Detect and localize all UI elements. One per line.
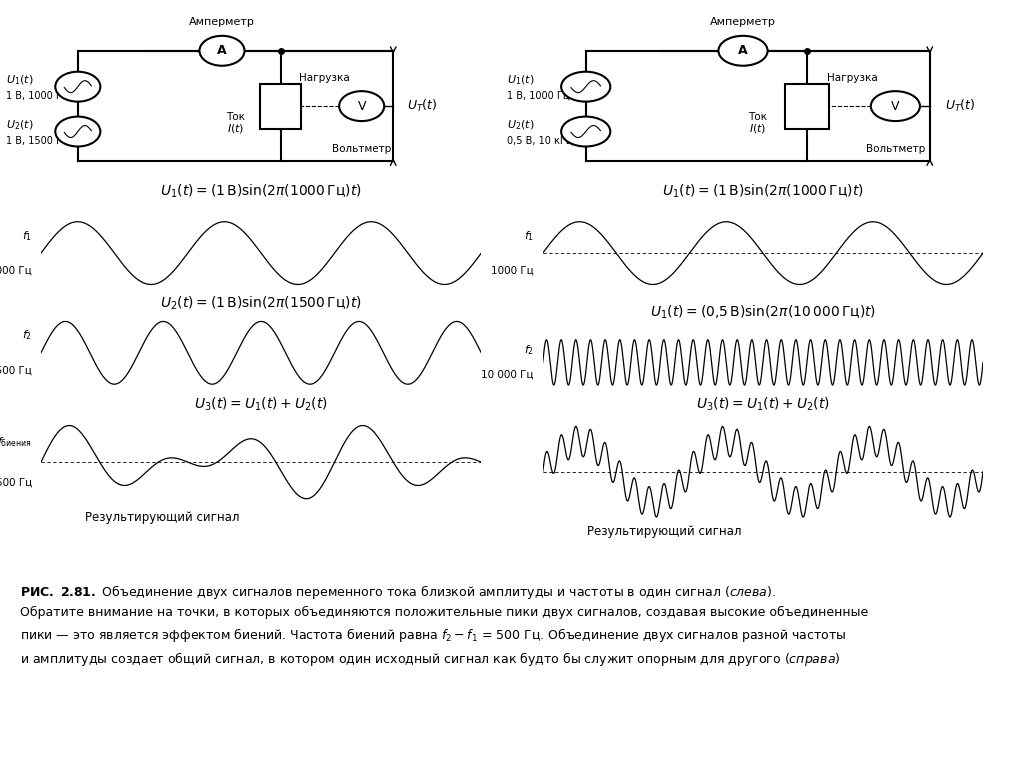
Text: 1 В, 1500 Гц: 1 В, 1500 Гц [6, 136, 69, 146]
Text: 10 000 Гц: 10 000 Гц [481, 370, 534, 380]
Text: 1000 Гц: 1000 Гц [492, 265, 534, 275]
Bar [784, 84, 829, 129]
Text: V: V [891, 100, 900, 113]
Text: $U_1(t)$: $U_1(t)$ [6, 74, 33, 87]
Circle shape [200, 36, 245, 66]
Text: $U_1(t) = (0{,}5\,\mathrm{В})\sin(2\pi(10\,000\,\mathrm{Гц})t)$: $U_1(t) = (0{,}5\,\mathrm{В})\sin(2\pi(1… [650, 304, 876, 321]
Text: $f_2$: $f_2$ [524, 343, 534, 357]
Text: Ток: Ток [226, 111, 245, 122]
Circle shape [339, 91, 384, 121]
Text: 1500 Гц: 1500 Гц [0, 365, 32, 375]
Text: $U_1(t) = (1\,\mathrm{В})\sin(2\pi(1000\,\mathrm{Гц})t)$: $U_1(t) = (1\,\mathrm{В})\sin(2\pi(1000\… [662, 183, 864, 200]
Text: Результирующий сигнал: Результирующий сигнал [85, 512, 240, 524]
Text: А: А [738, 44, 748, 58]
Text: 1 В, 1000 Гц: 1 В, 1000 Гц [6, 91, 69, 100]
Text: $U_1(t)$: $U_1(t)$ [507, 74, 535, 87]
Text: $U_T(t)$: $U_T(t)$ [944, 98, 975, 114]
Text: 0,5 В, 10 кГц: 0,5 В, 10 кГц [507, 136, 572, 146]
Circle shape [561, 117, 610, 146]
Text: 1000 Гц: 1000 Гц [0, 265, 32, 275]
Text: $U_3(t) = U_1(t) + U_2(t)$: $U_3(t) = U_1(t) + U_2(t)$ [696, 396, 829, 413]
Text: Вольтметр: Вольтметр [332, 144, 391, 154]
Text: $I(t)$: $I(t)$ [749, 122, 767, 135]
Text: $U_2(t) = (1\,\mathrm{В})\sin(2\pi(1500\,\mathrm{Гц})t)$: $U_2(t) = (1\,\mathrm{В})\sin(2\pi(1500\… [160, 295, 362, 311]
Text: V: V [357, 100, 366, 113]
Circle shape [55, 117, 100, 146]
Circle shape [55, 71, 100, 101]
Text: $f_\mathrm{биения}$: $f_\mathrm{биения}$ [0, 435, 32, 449]
Text: Амперметр: Амперметр [710, 17, 776, 27]
Text: А: А [217, 44, 226, 58]
Text: Нагрузка: Нагрузка [826, 73, 878, 83]
Text: $U_1(t) = (1\,\mathrm{В})\sin(2\pi(1000\,\mathrm{Гц})t)$: $U_1(t) = (1\,\mathrm{В})\sin(2\pi(1000\… [160, 183, 362, 200]
Text: $f_1$: $f_1$ [22, 229, 32, 242]
Text: Результирующий сигнал: Результирующий сигнал [587, 525, 741, 538]
Text: $I(t)$: $I(t)$ [226, 122, 245, 135]
Text: $f_2$: $f_2$ [23, 329, 32, 342]
Text: Вольтметр: Вольтметр [865, 144, 925, 154]
Circle shape [719, 36, 768, 66]
Text: $U_2(t)$: $U_2(t)$ [6, 119, 33, 133]
Text: Ток: Ток [749, 111, 767, 122]
Text: $U_2(t)$: $U_2(t)$ [507, 119, 535, 133]
Text: $f_1$: $f_1$ [523, 229, 534, 242]
Text: $\bf{РИС.\ 2.81.}$ Объединение двух сигналов переменного тока близкой амплитуды : $\bf{РИС.\ 2.81.}$ Объединение двух сигн… [20, 583, 868, 668]
Circle shape [870, 91, 920, 121]
Text: Амперметр: Амперметр [189, 17, 255, 27]
Text: $U_T(t)$: $U_T(t)$ [407, 98, 437, 114]
Text: $U_3(t) = U_1(t) + U_2(t)$: $U_3(t) = U_1(t) + U_2(t)$ [195, 396, 328, 413]
Circle shape [561, 71, 610, 101]
Bar [260, 84, 301, 129]
Text: 500 Гц: 500 Гц [0, 477, 32, 487]
Text: Нагрузка: Нагрузка [299, 73, 349, 83]
Text: 1 В, 1000 Гц: 1 В, 1000 Гц [507, 91, 569, 100]
